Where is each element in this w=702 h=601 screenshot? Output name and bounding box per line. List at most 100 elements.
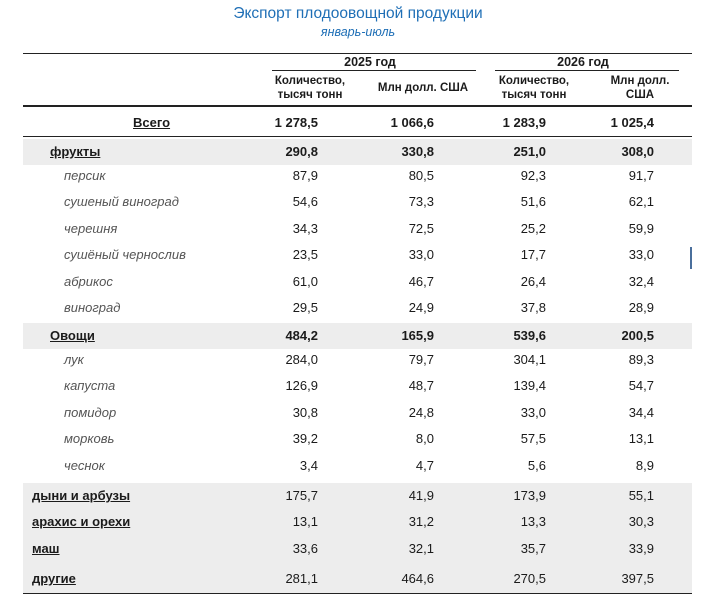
usd-2026-cell: 1 025,4 xyxy=(610,115,654,130)
text-cursor-marker xyxy=(690,247,692,269)
usd-2026-cell: 33,9 xyxy=(628,541,654,556)
usd-2026-cell: 32,4 xyxy=(628,274,654,289)
qty-2025-cell: 290,8 xyxy=(285,144,318,159)
table-row: Всего 1 278,5 1 066,6 1 283,9 1 025,4 xyxy=(0,110,702,136)
qty-2026-cell: 25,2 xyxy=(520,221,546,236)
qty-2026-cell: 173,9 xyxy=(513,488,546,503)
usd-2026-cell: 30,3 xyxy=(628,514,654,529)
table-row: сушёный чернослив 23,5 33,0 17,7 33,0 xyxy=(0,242,702,268)
table-row: дыни и арбузы 175,7 41,9 173,9 55,1 xyxy=(0,483,702,509)
table-row: помидор 30,8 24,8 33,0 34,4 xyxy=(0,400,702,426)
col-header-qty-2026: Количество, тысяч тонн xyxy=(474,74,594,102)
usd-2025-cell: 79,7 xyxy=(408,352,434,367)
usd-2026-cell: 55,1 xyxy=(628,488,654,503)
bottom-rule xyxy=(23,593,692,594)
qty-2025-cell: 13,1 xyxy=(292,514,318,529)
table-row: арахис и орехи 13,1 31,2 13,3 30,3 xyxy=(0,509,702,535)
row-label: персик xyxy=(64,168,106,183)
qty-2025-cell: 87,9 xyxy=(292,168,318,183)
table-row: капуста 126,9 48,7 139,4 54,7 xyxy=(0,373,702,399)
col-header-usd-2025-text: Млн долл. США xyxy=(377,82,469,94)
table-row: персик 87,9 80,5 92,3 91,7 xyxy=(0,163,702,189)
header-bottom-rule xyxy=(23,105,692,107)
col-header-usd-2026: Млн долл. США xyxy=(580,74,700,102)
usd-2025-cell: 33,0 xyxy=(408,247,434,262)
qty-2025-cell: 3,4 xyxy=(299,458,318,473)
usd-2026-cell: 54,7 xyxy=(628,378,654,393)
other-groups-band xyxy=(23,483,692,593)
usd-2025-cell: 8,0 xyxy=(415,431,434,446)
usd-2026-cell: 397,5 xyxy=(621,571,654,586)
usd-2026-cell: 91,7 xyxy=(628,168,654,183)
usd-2025-cell: 330,8 xyxy=(401,144,434,159)
usd-2026-cell: 8,9 xyxy=(635,458,654,473)
year-2026-rule xyxy=(495,70,679,71)
row-label: фрукты xyxy=(50,144,101,159)
qty-2026-cell: 51,6 xyxy=(520,194,546,209)
usd-2026-cell: 308,0 xyxy=(621,144,654,159)
qty-2025-cell: 29,5 xyxy=(292,300,318,315)
table-row: сушеный виноград 54,6 73,3 51,6 62,1 xyxy=(0,189,702,215)
usd-2025-cell: 1 066,6 xyxy=(390,115,434,130)
qty-2025-cell: 33,6 xyxy=(292,541,318,556)
table-row: фрукты 290,8 330,8 251,0 308,0 xyxy=(0,139,702,165)
row-label: сушёный чернослив xyxy=(64,247,186,262)
qty-2026-cell: 139,4 xyxy=(513,378,546,393)
year-2025-rule xyxy=(272,70,476,71)
table-row: черешня 34,3 72,5 25,2 59,9 xyxy=(0,216,702,242)
year-2025-header: 2025 год xyxy=(344,55,396,69)
usd-2025-cell: 32,1 xyxy=(408,541,434,556)
table-row: чеснок 3,4 4,7 5,6 8,9 xyxy=(0,453,702,479)
vegetables-band xyxy=(23,323,692,349)
qty-2025-cell: 23,5 xyxy=(292,247,318,262)
qty-2025-cell: 484,2 xyxy=(285,328,318,343)
qty-2025-cell: 284,0 xyxy=(285,352,318,367)
qty-2025-cell: 281,1 xyxy=(285,571,318,586)
usd-2026-cell: 34,4 xyxy=(628,405,654,420)
qty-2025-cell: 30,8 xyxy=(292,405,318,420)
row-label: дыни и арбузы xyxy=(32,488,131,503)
row-label: сушеный виноград xyxy=(64,194,179,209)
usd-2025-cell: 72,5 xyxy=(408,221,434,236)
col-header-qty-2025-line1: Количество, тысяч тонн xyxy=(274,75,346,101)
row-label: другие xyxy=(32,571,76,586)
qty-2025-cell: 34,3 xyxy=(292,221,318,236)
col-header-qty-2025: Количество, тысяч тонн xyxy=(250,74,370,102)
table-row: маш 33,6 32,1 35,7 33,9 xyxy=(0,536,702,562)
qty-2025-cell: 175,7 xyxy=(285,488,318,503)
usd-2025-cell: 48,7 xyxy=(408,378,434,393)
usd-2026-cell: 13,1 xyxy=(628,431,654,446)
qty-2026-cell: 1 283,9 xyxy=(502,115,546,130)
qty-2026-cell: 92,3 xyxy=(520,168,546,183)
qty-2025-cell: 61,0 xyxy=(292,274,318,289)
row-label: абрикос xyxy=(64,274,113,289)
usd-2026-cell: 200,5 xyxy=(621,328,654,343)
qty-2025-cell: 1 278,5 xyxy=(274,115,318,130)
col-header-qty-2026-text: Количество, тысяч тонн xyxy=(498,75,570,101)
year-2026-header: 2026 год xyxy=(557,55,609,69)
table-subtitle: январь-июль xyxy=(320,25,396,39)
row-label: арахис и орехи xyxy=(32,514,131,529)
usd-2025-cell: 464,6 xyxy=(401,571,434,586)
usd-2025-cell: 41,9 xyxy=(408,488,434,503)
total-bottom-rule xyxy=(23,136,692,137)
table-row: морковь 39,2 8,0 57,5 13,1 xyxy=(0,426,702,452)
qty-2026-cell: 26,4 xyxy=(520,274,546,289)
usd-2025-cell: 4,7 xyxy=(415,458,434,473)
qty-2026-cell: 17,7 xyxy=(520,247,546,262)
qty-2025-cell: 126,9 xyxy=(285,378,318,393)
usd-2025-cell: 31,2 xyxy=(408,514,434,529)
qty-2025-cell: 54,6 xyxy=(292,194,318,209)
table-row: Овощи 484,2 165,9 539,6 200,5 xyxy=(0,323,702,349)
usd-2025-cell: 80,5 xyxy=(408,168,434,183)
usd-2026-cell: 33,0 xyxy=(628,247,654,262)
usd-2025-cell: 165,9 xyxy=(401,328,434,343)
qty-2026-cell: 13,3 xyxy=(520,514,546,529)
table-row: абрикос 61,0 46,7 26,4 32,4 xyxy=(0,269,702,295)
row-label: Всего xyxy=(133,115,171,130)
row-label: маш xyxy=(32,541,60,556)
qty-2026-cell: 539,6 xyxy=(513,328,546,343)
row-label: лук xyxy=(64,352,84,367)
qty-2026-cell: 5,6 xyxy=(527,458,546,473)
fruits-band xyxy=(23,139,692,165)
